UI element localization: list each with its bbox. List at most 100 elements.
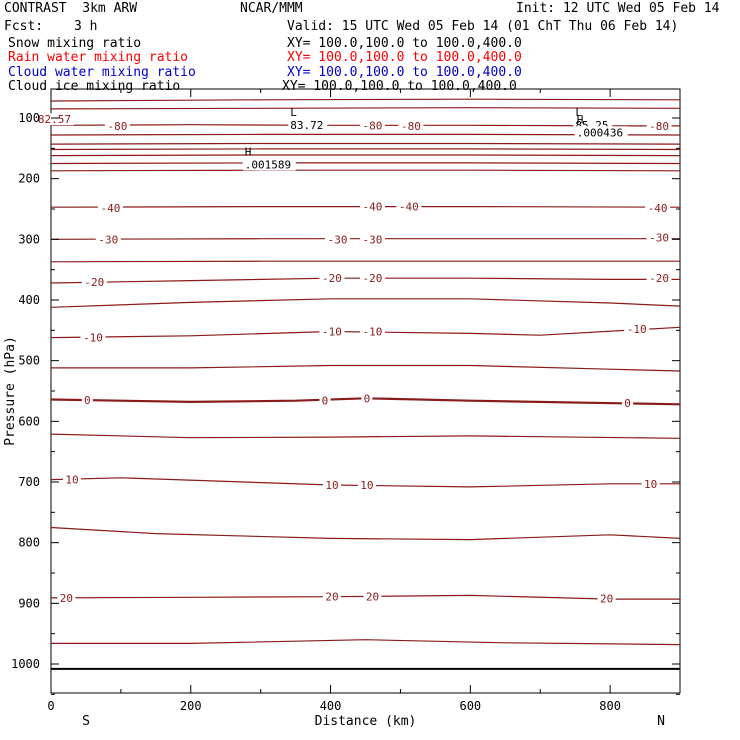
- contour-label: 82.57: [38, 113, 71, 126]
- contour-label: 0: [624, 397, 631, 410]
- contour-label: -80: [107, 120, 127, 133]
- contour-label-bg: [322, 590, 341, 603]
- contour-label: -20: [84, 276, 104, 289]
- contour-label: -40: [100, 202, 120, 215]
- contour-label: -40: [648, 202, 668, 215]
- contour-label-bg: [398, 119, 424, 132]
- x-axis-left-end-label: S: [82, 714, 90, 729]
- contour-label-bg: [622, 397, 634, 410]
- forecast-hour: 3 h: [74, 19, 98, 34]
- contour-label: -10: [322, 326, 342, 339]
- contour-label-bg: [361, 392, 373, 405]
- contour-label: -10: [363, 326, 383, 339]
- contour-label: -30: [98, 233, 118, 246]
- x-tick-label: 600: [459, 699, 481, 713]
- experiment-title: CONTRAST 3km ARW: [4, 1, 138, 16]
- isotherm-line-5: [50, 148, 681, 151]
- contour-label-bg: [597, 592, 616, 605]
- y-tick-label: 100: [18, 111, 40, 125]
- y-axis-title: Pressure (hPa): [3, 336, 18, 446]
- isotherm-line-0: [50, 98, 681, 102]
- isotherm-line-6: [50, 154, 681, 157]
- y-tick-label: 600: [18, 414, 40, 428]
- legend-rain-label: Rain water mixing ratio: [8, 50, 189, 65]
- y-tick-label: 1000: [11, 657, 40, 671]
- extremum-marker-l: L: [575, 106, 582, 119]
- valid-time: Valid: 15 UTC Wed 05 Feb 14 (01 ChT Thu …: [287, 19, 679, 34]
- contour-label-bg: [319, 394, 331, 407]
- extremum-value: .001589: [245, 158, 291, 171]
- contour-label-bg: [325, 233, 351, 246]
- isotherm-line-7: [50, 162, 681, 165]
- extremum-value-bg: [574, 126, 628, 139]
- x-axis-right-end-label: N: [657, 714, 665, 729]
- contour-label: 10: [644, 478, 657, 491]
- contour-label-bg: [359, 272, 385, 285]
- isotherm-line-1: [50, 107, 681, 110]
- extremum-marker-h: H: [577, 113, 584, 126]
- contour-label-bg: [62, 473, 81, 486]
- legend-cloud-water-xy: XY= 100.0,100.0 to 100.0,400.0: [287, 65, 522, 80]
- contour-label: 10: [360, 479, 373, 492]
- extremum-value-bg: [242, 158, 296, 171]
- isotherm-line-19: [50, 526, 681, 541]
- x-tick-label: 800: [599, 699, 621, 713]
- y-tick-label: 700: [18, 475, 40, 489]
- contour-label-bg: [81, 394, 93, 407]
- contour-label: -10: [627, 323, 647, 336]
- contour-label: -80: [363, 119, 383, 132]
- x-tick-label: 0: [47, 699, 54, 713]
- isotherm-line-11: [50, 260, 680, 263]
- x-tick-label: 200: [180, 699, 202, 713]
- legend-cloud-water-label: Cloud water mixing ratio: [8, 65, 196, 80]
- contour-label-bg: [396, 200, 422, 213]
- contour-label: -30: [363, 233, 383, 246]
- contour-label-bg: [646, 119, 672, 132]
- forecast-label: Fcst:: [4, 19, 44, 34]
- contour-label: 10: [65, 474, 78, 487]
- contour-label: -30: [328, 233, 348, 246]
- isotherm-line-12: [50, 277, 680, 284]
- extremum-value-bg: [288, 119, 328, 131]
- y-tick-label: 800: [18, 536, 40, 550]
- isotherm-line-20: [50, 594, 680, 600]
- contour-label-bg: [359, 200, 385, 213]
- extremum-value: .000436: [577, 126, 623, 139]
- isotherm-line-17: [50, 433, 681, 439]
- legend-rain-xy: XY= 100.0,100.0 to 100.0,400.0: [287, 50, 522, 65]
- contour-label: -40: [399, 201, 419, 214]
- contour-label: -80: [649, 120, 669, 133]
- legend-cloud-ice-label: Cloud ice mixing ratio: [8, 79, 181, 94]
- extremum-marker-l: L: [290, 106, 297, 119]
- legend-snow-xy: XY= 100.0,100.0 to 100.0,400.0: [287, 36, 522, 51]
- y-tick-label: 200: [18, 172, 40, 186]
- isotherm-line-13: [50, 298, 681, 308]
- contour-label-bg: [641, 477, 660, 490]
- contour-label-bg: [646, 272, 672, 285]
- isotherm-line-16: [50, 397, 681, 406]
- contour-label: -20: [363, 272, 383, 285]
- contour-label-bg: [57, 591, 76, 604]
- contour-label: 0: [364, 392, 371, 405]
- contour-label: 0: [84, 394, 91, 407]
- legend-snow-label: Snow mixing ratio: [8, 36, 142, 51]
- contour-label-bg: [359, 233, 385, 246]
- contour-label-bg: [319, 325, 345, 338]
- contour-label: -30: [649, 232, 669, 245]
- contour-label: 20: [60, 592, 73, 605]
- isotherm-line-21: [51, 639, 681, 646]
- contour-label-bg: [34, 113, 74, 126]
- contour-label: 20: [325, 591, 338, 604]
- contour-label-bg: [81, 275, 107, 288]
- contour-label-bg: [80, 331, 106, 344]
- x-axis-title: Distance (km): [315, 714, 417, 729]
- contour-label-bg: [359, 325, 385, 338]
- contour-label-bg: [624, 323, 650, 336]
- contour-label: 10: [325, 479, 338, 492]
- contour-label: -10: [83, 332, 103, 345]
- x-tick-label: 400: [320, 699, 342, 713]
- y-tick-label: 400: [18, 293, 40, 307]
- contour-label: -20: [649, 272, 669, 285]
- contour-label-bg: [95, 233, 121, 246]
